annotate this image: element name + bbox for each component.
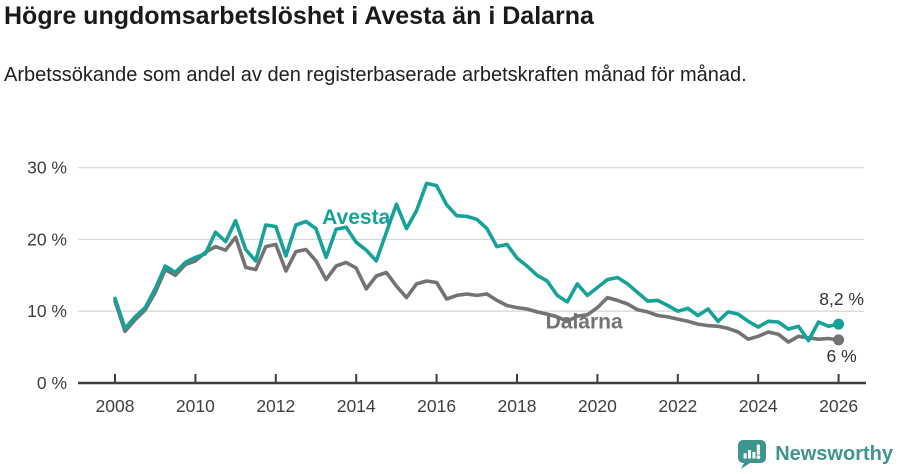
x-tick-label: 2024 <box>739 396 778 416</box>
avesta-series-label: Avesta <box>322 206 390 229</box>
y-tick-label: 20 % <box>27 229 67 249</box>
x-tick-label: 2012 <box>256 396 295 416</box>
y-tick-label: 30 % <box>27 158 67 178</box>
x-tick-label: 2014 <box>337 396 376 416</box>
x-tick-label: 2020 <box>578 396 617 416</box>
dalarna-line <box>113 235 841 344</box>
x-tick-label: 2016 <box>417 396 456 416</box>
x-tick-label: 2022 <box>658 396 697 416</box>
dalarna-end-label: 6 % <box>827 346 857 366</box>
y-tick-label: 10 % <box>27 301 67 321</box>
chart-subtitle: Arbetssökande som andel av den registerb… <box>4 64 747 86</box>
x-tick-label: 2026 <box>819 396 858 416</box>
dalarna-end-dot <box>833 334 845 346</box>
chart-title: Högre ungdomsarbetslöshet i Avesta än i … <box>4 2 594 30</box>
avesta-end-label: 8,2 % <box>819 289 864 309</box>
dalarna-series-label: Dalarna <box>546 310 623 333</box>
x-tick-label: 2010 <box>176 396 215 416</box>
brand-footer: Newsworthy <box>736 439 893 469</box>
x-tick-label: 2018 <box>498 396 537 416</box>
brand-name: Newsworthy <box>775 442 893 465</box>
x-tick-label: 2008 <box>96 396 135 416</box>
avesta-line <box>113 181 841 343</box>
y-tick-label: 0 % <box>37 373 67 393</box>
avesta-end-dot <box>833 318 845 330</box>
newsworthy-logo-icon <box>738 440 767 469</box>
